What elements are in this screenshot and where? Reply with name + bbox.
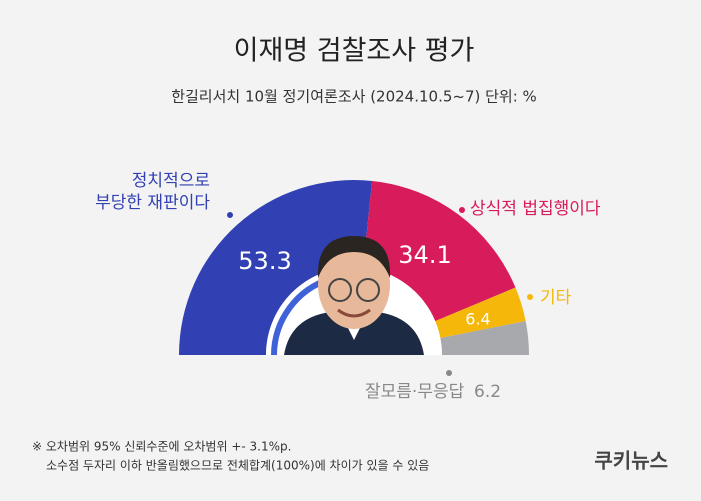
label-dot: [459, 207, 465, 213]
donut-segment: [363, 180, 516, 322]
donut: [179, 179, 529, 355]
face: [318, 241, 390, 329]
value-label: 6.4: [465, 310, 490, 329]
photo: [284, 236, 424, 355]
note: 소수점 두자리 이하 반올림했으므로 전체합계(100%)에 차이가 있을 수 …: [46, 459, 429, 473]
note: ※ 오차범위 95% 신뢰수준에 오차범위 +- 3.1%p.: [32, 440, 291, 454]
donut-segment: [435, 287, 526, 338]
segment-name: 정치적으로 부당한 재판이다: [95, 171, 210, 213]
label-dot: [527, 294, 533, 300]
glasses: [356, 278, 380, 302]
donut-segment: [440, 321, 529, 355]
value-label: 34.1: [398, 241, 451, 269]
label-dot: [227, 212, 233, 218]
chart-title: 이재명 검찰조사 평가: [234, 36, 475, 67]
segment-name: 상식적 법집행이다: [470, 199, 601, 219]
value-label: 6.2: [474, 382, 502, 402]
donut-segment: [179, 179, 373, 355]
value-label: 53.3: [238, 247, 291, 275]
label-dot: [446, 370, 452, 376]
chart-subtitle: 한길리서치 10월 정기여론조사 (2024.10.5~7) 단위: %: [171, 88, 537, 106]
segment-name: 잘모름·무응답: [365, 382, 465, 402]
source: 쿠키뉴스: [594, 449, 668, 473]
segment-name: 기타: [540, 288, 572, 308]
hair: [317, 236, 391, 278]
smile: [337, 308, 371, 318]
glasses: [328, 278, 352, 302]
